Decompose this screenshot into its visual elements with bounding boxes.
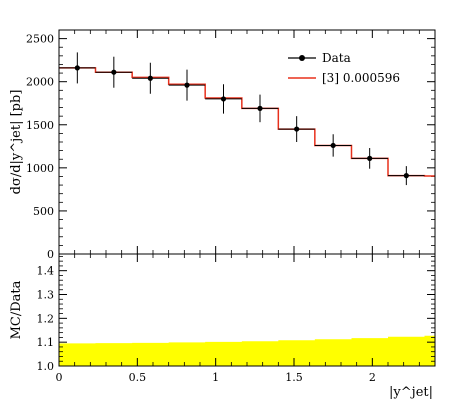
x-tick-label: 1.5: [285, 371, 303, 384]
main-y-tick-label: 500: [33, 205, 54, 218]
data-points: [59, 52, 425, 186]
main-y-tick-labels: 0 500 1000 1500 2000 2500: [26, 33, 54, 261]
main-frame: [58, 29, 436, 255]
x-tick-label: 0: [56, 371, 63, 384]
data-point: [330, 142, 336, 149]
x-tick-label: 1: [212, 371, 219, 384]
main-y-tick-label: 1500: [26, 119, 54, 132]
x-tick-label: 0.5: [129, 371, 147, 384]
ratio-y-tick-label: 1.3: [37, 289, 55, 302]
data-point: [403, 173, 409, 179]
main-y-tick-label: 0: [47, 248, 54, 261]
x-tick-label: 2: [369, 371, 376, 384]
ratio-uncertainty-band: [59, 335, 435, 366]
ratio-y-tick-labels: 1.0 1.1 1.2 1.3 1.4: [37, 265, 55, 373]
data-point: [184, 82, 190, 88]
legend: Data [3] 0.000596: [288, 51, 400, 85]
legend-data-label: Data: [322, 51, 351, 65]
data-point: [220, 96, 227, 102]
ratio-y-axis-label: MC/Data: [9, 280, 24, 339]
main-ticks: [58, 30, 435, 255]
main-y-tick-label: 1000: [26, 162, 54, 175]
x-axis-label: |y^jet|: [389, 385, 433, 400]
data-point: [257, 105, 263, 111]
ratio-y-tick-label: 1.4: [37, 265, 55, 278]
ratio-y-tick-label: 1.0: [37, 360, 55, 373]
data-point: [74, 65, 80, 71]
main-y-tick-label: 2000: [26, 76, 54, 89]
main-panel: 0 500 1000 1500 2000 2500 dσ/d|y^jet| [pb]: [9, 29, 436, 261]
ratio-frame: [58, 253, 436, 367]
ratio-y-tick-label: 1.1: [37, 336, 55, 349]
data-point: [147, 75, 153, 81]
main-y-axis-label: dσ/d|y^jet| [pb]: [9, 90, 24, 195]
legend-mc-label: [3] 0.000596: [322, 71, 400, 85]
data-point: [294, 126, 300, 132]
ratio-y-tick-label: 1.2: [37, 312, 55, 325]
ratio-panel: 1.0 1.1 1.2 1.3 1.4 0 0.5 1 1.5 2 MC/Data |y^jet…: [9, 253, 436, 400]
legend-data-marker: [299, 55, 305, 61]
x-tick-labels: 0 0.5 1 1.5 2: [56, 371, 376, 384]
data-point: [367, 155, 373, 161]
main-y-tick-label: 2500: [26, 33, 54, 46]
data-point: [111, 69, 117, 75]
ratio-band-fill: [59, 335, 435, 366]
